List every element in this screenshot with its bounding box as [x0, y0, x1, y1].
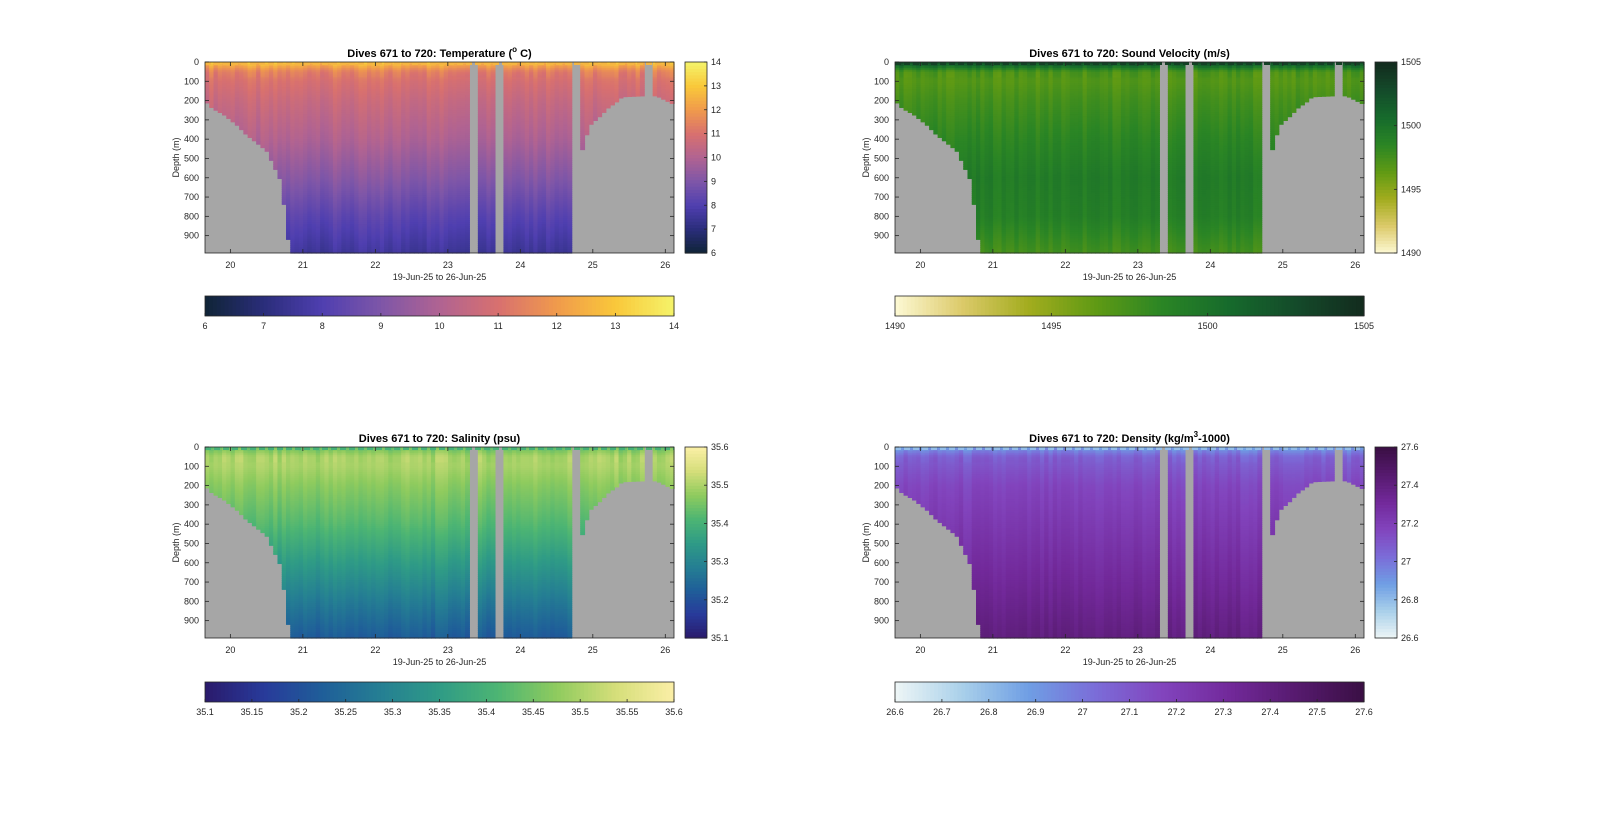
data-cell — [256, 143, 261, 145]
data-cell — [282, 203, 287, 205]
data-cell — [260, 147, 265, 148]
data-cell — [235, 124, 240, 126]
data-cell — [239, 128, 244, 131]
data-cell — [226, 118, 231, 119]
chart-temperature: Dives 671 to 720: Temperature (o C)01002… — [171, 45, 721, 331]
data-cell — [209, 106, 214, 108]
data-cell — [205, 103, 210, 104]
data-cell — [248, 137, 253, 138]
data-cell — [252, 139, 257, 141]
data-cell — [286, 238, 291, 240]
data-cell — [243, 133, 248, 134]
data-cell — [231, 120, 236, 122]
data-cell — [265, 151, 270, 152]
data-cell — [222, 114, 227, 115]
data-cell — [218, 112, 223, 113]
data-cell — [214, 108, 219, 110]
data-cell — [273, 168, 278, 170]
data-cell — [269, 158, 274, 160]
data-cell — [277, 178, 282, 179]
